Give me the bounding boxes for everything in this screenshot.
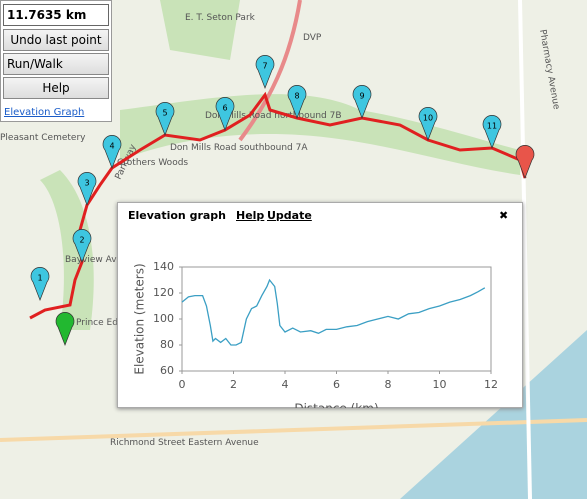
- marker-label: 5: [162, 109, 167, 118]
- y-tick-label: 60: [160, 364, 174, 377]
- map-label: Don Mills Road southbound 7A: [170, 143, 308, 153]
- x-tick-label: 6: [333, 378, 340, 391]
- water: [400, 330, 587, 499]
- marker-label: 1: [37, 274, 42, 283]
- marker-pin: [30, 267, 50, 301]
- close-button[interactable]: ✖: [499, 209, 509, 222]
- map-label: Crothers Woods: [117, 158, 188, 168]
- x-tick-label: 12: [484, 378, 498, 391]
- undo-button[interactable]: Undo last point: [3, 29, 109, 51]
- marker-label: 2: [79, 236, 84, 245]
- marker-pin: [102, 135, 122, 169]
- popup-help[interactable]: Help: [236, 209, 265, 222]
- y-axis-label: Elevation (meters): [133, 263, 147, 374]
- x-tick-label: 10: [433, 378, 447, 391]
- marker-pin: [215, 97, 235, 131]
- marker-label: 7: [262, 62, 267, 71]
- distance-field: 11.7635 km: [3, 4, 109, 26]
- plot-area: [181, 266, 492, 372]
- marker-pin: [55, 312, 75, 346]
- popup-update[interactable]: Update: [267, 209, 312, 222]
- elevation-chart: 60 80 100 120 140 0 2 4 6 8 10 12 Distance (km) Eleva…: [133, 260, 499, 416]
- marker-pin: [77, 172, 97, 206]
- marker-pin: [155, 102, 175, 136]
- marker-pin: [352, 85, 372, 119]
- marker-label: 11: [487, 122, 497, 131]
- marker-label: 6: [222, 104, 227, 113]
- marker-label: 10: [423, 114, 433, 123]
- y-tick-label: 140: [153, 260, 174, 273]
- marker-pin: [418, 107, 438, 141]
- controls: 11.7635 km Undo last point Run/Walk Help…: [0, 0, 112, 122]
- y-tick-label: 120: [153, 286, 174, 299]
- marker-pin: [482, 115, 502, 149]
- y-tick-label: 100: [153, 312, 174, 325]
- help-button[interactable]: Help: [3, 77, 109, 99]
- marker-pin: [72, 229, 92, 263]
- highway: [238, 0, 302, 142]
- popup-title: Elevation graph: [128, 209, 227, 222]
- marker-label: 9: [359, 92, 364, 101]
- x-tick-label: 4: [282, 378, 289, 391]
- road: [0, 418, 587, 442]
- elevation-link[interactable]: Elevation Graph: [4, 107, 85, 118]
- elevation-line: [181, 278, 486, 346]
- x-tick-label: 2: [230, 378, 237, 391]
- marker-label: 8: [294, 92, 299, 101]
- road: [518, 0, 532, 499]
- elevation-popup: Elevation graph Help Update ✖ 60 80 100 120…: [117, 202, 523, 416]
- popup-header: Elevation graph Help Update ✖: [118, 203, 522, 228]
- park: [160, 0, 240, 60]
- y-tick-label: 80: [160, 338, 174, 351]
- map-label: Don Mills Road northbound 7B: [205, 111, 342, 121]
- map-label: Pleasant Cemetery: [0, 133, 86, 143]
- x-axis-label: Distance (km): [294, 402, 378, 409]
- marker-pin: [255, 55, 275, 89]
- map-label: DVP: [303, 33, 322, 43]
- mode-select[interactable]: Run/Walk: [3, 53, 109, 75]
- ravine: [40, 170, 94, 330]
- marker-label: 3: [84, 179, 89, 188]
- marker-label: 4: [109, 142, 114, 151]
- x-tick-label: 8: [385, 378, 392, 391]
- x-tick-label: 0: [179, 378, 186, 391]
- marker-pin: [287, 85, 307, 119]
- marker-pin: [515, 145, 535, 179]
- map-label: E. T. Seton Park: [185, 13, 256, 23]
- map-label: Richmond Street Eastern Avenue: [110, 438, 259, 448]
